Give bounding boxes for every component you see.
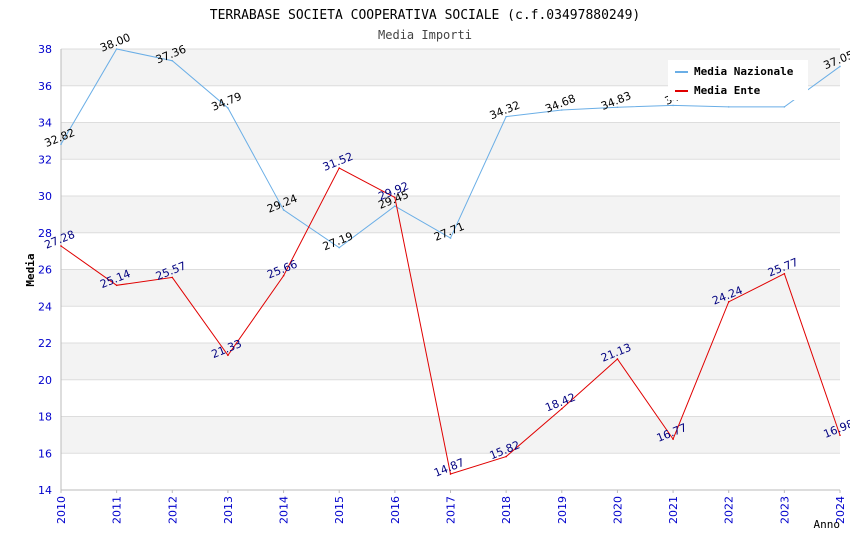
plot-band [61, 416, 840, 454]
y-tick-label: 36 [38, 80, 52, 93]
y-axis-label: Media [24, 253, 37, 286]
plot-band [61, 196, 840, 233]
point-nazionale [227, 107, 229, 109]
legend-label-nazionale: Media Nazionale [694, 65, 794, 78]
point-ente [783, 272, 786, 275]
y-tick-label: 20 [38, 374, 52, 387]
point-nazionale [839, 65, 841, 68]
plot-band [61, 343, 840, 380]
y-tick-label: 22 [38, 337, 52, 350]
point-nazionale [560, 109, 563, 111]
point-ente [449, 473, 452, 475]
plot-band [61, 306, 840, 343]
y-tick-label: 32 [38, 153, 52, 166]
x-tick-label: 2014 [278, 496, 291, 524]
x-tick-label: 2020 [611, 496, 624, 524]
y-tick-label: 38 [38, 43, 52, 56]
plot-band [61, 269, 840, 307]
x-tick-label: 2010 [55, 496, 68, 524]
point-nazionale [616, 106, 619, 109]
point-ente [60, 245, 62, 247]
plot-band [61, 122, 840, 160]
point-nazionale [115, 48, 118, 50]
point-nazionale [282, 209, 285, 211]
x-tick-label: 2012 [166, 496, 179, 524]
plot-bands [61, 49, 840, 490]
x-tick-label: 2015 [333, 496, 346, 524]
x-tick-label: 2024 [834, 496, 847, 524]
x-tick-label: 2018 [500, 496, 513, 524]
y-tick-label: 18 [38, 411, 52, 424]
x-tick-labels: 2010 2011 2012 2013 2014 2015 2016 2017 2018 2019… [55, 490, 847, 524]
x-tick-label: 2021 [667, 496, 680, 524]
y-tick-label: 16 [38, 447, 52, 460]
point-ente [394, 196, 396, 199]
point-ente [560, 407, 563, 410]
x-tick-label: 2019 [556, 496, 569, 524]
point-ente [505, 455, 507, 458]
point-nazionale [672, 104, 674, 107]
point-ente [115, 284, 118, 287]
point-nazionale [727, 106, 730, 108]
chart-title: TERRABASE SOCIETA COOPERATIVA SOCIALE (c… [210, 8, 640, 23]
x-axis-label: Anno [814, 518, 841, 531]
y-tick-label: 30 [38, 190, 52, 203]
x-tick-label: 2016 [389, 496, 402, 524]
x-tick-label: 2017 [445, 496, 458, 524]
plot-band [61, 159, 840, 196]
series-lines [60, 48, 841, 475]
x-tick-label: 2011 [111, 496, 124, 524]
x-tick-label: 2022 [723, 496, 736, 524]
plot-band [61, 379, 840, 417]
point-nazionale [338, 246, 341, 249]
legend: Media Nazionale Media Ente [668, 60, 808, 100]
y-tick-label: 26 [38, 264, 52, 277]
y-tick-labels: 14 16 18 20 22 24 26 28 30 32 34 36 38 [38, 43, 52, 497]
point-ente [839, 434, 841, 437]
x-tick-label: 2013 [222, 496, 235, 524]
x-tick-label: 2023 [778, 496, 791, 524]
point-nazionale [394, 205, 396, 207]
point-ente [616, 358, 619, 360]
point-nazionale [60, 143, 62, 145]
y-tick-label: 34 [38, 117, 52, 130]
point-nazionale [783, 106, 786, 108]
point-ente [282, 274, 285, 277]
point-nazionale [505, 115, 507, 118]
point-ente [672, 438, 674, 440]
point-nazionale [449, 237, 452, 239]
y-tick-label: 24 [38, 300, 52, 313]
chart-subtitle: Media Importi [378, 28, 472, 42]
y-tick-label: 14 [38, 484, 52, 497]
point-ente [171, 276, 174, 279]
legend-label-ente: Media Ente [694, 84, 761, 97]
point-ente [227, 354, 229, 357]
point-nazionale [171, 59, 174, 62]
point-ente [727, 301, 730, 303]
point-ente [338, 167, 341, 169]
y-tick-label: 28 [38, 227, 52, 240]
legend-box [668, 60, 808, 100]
